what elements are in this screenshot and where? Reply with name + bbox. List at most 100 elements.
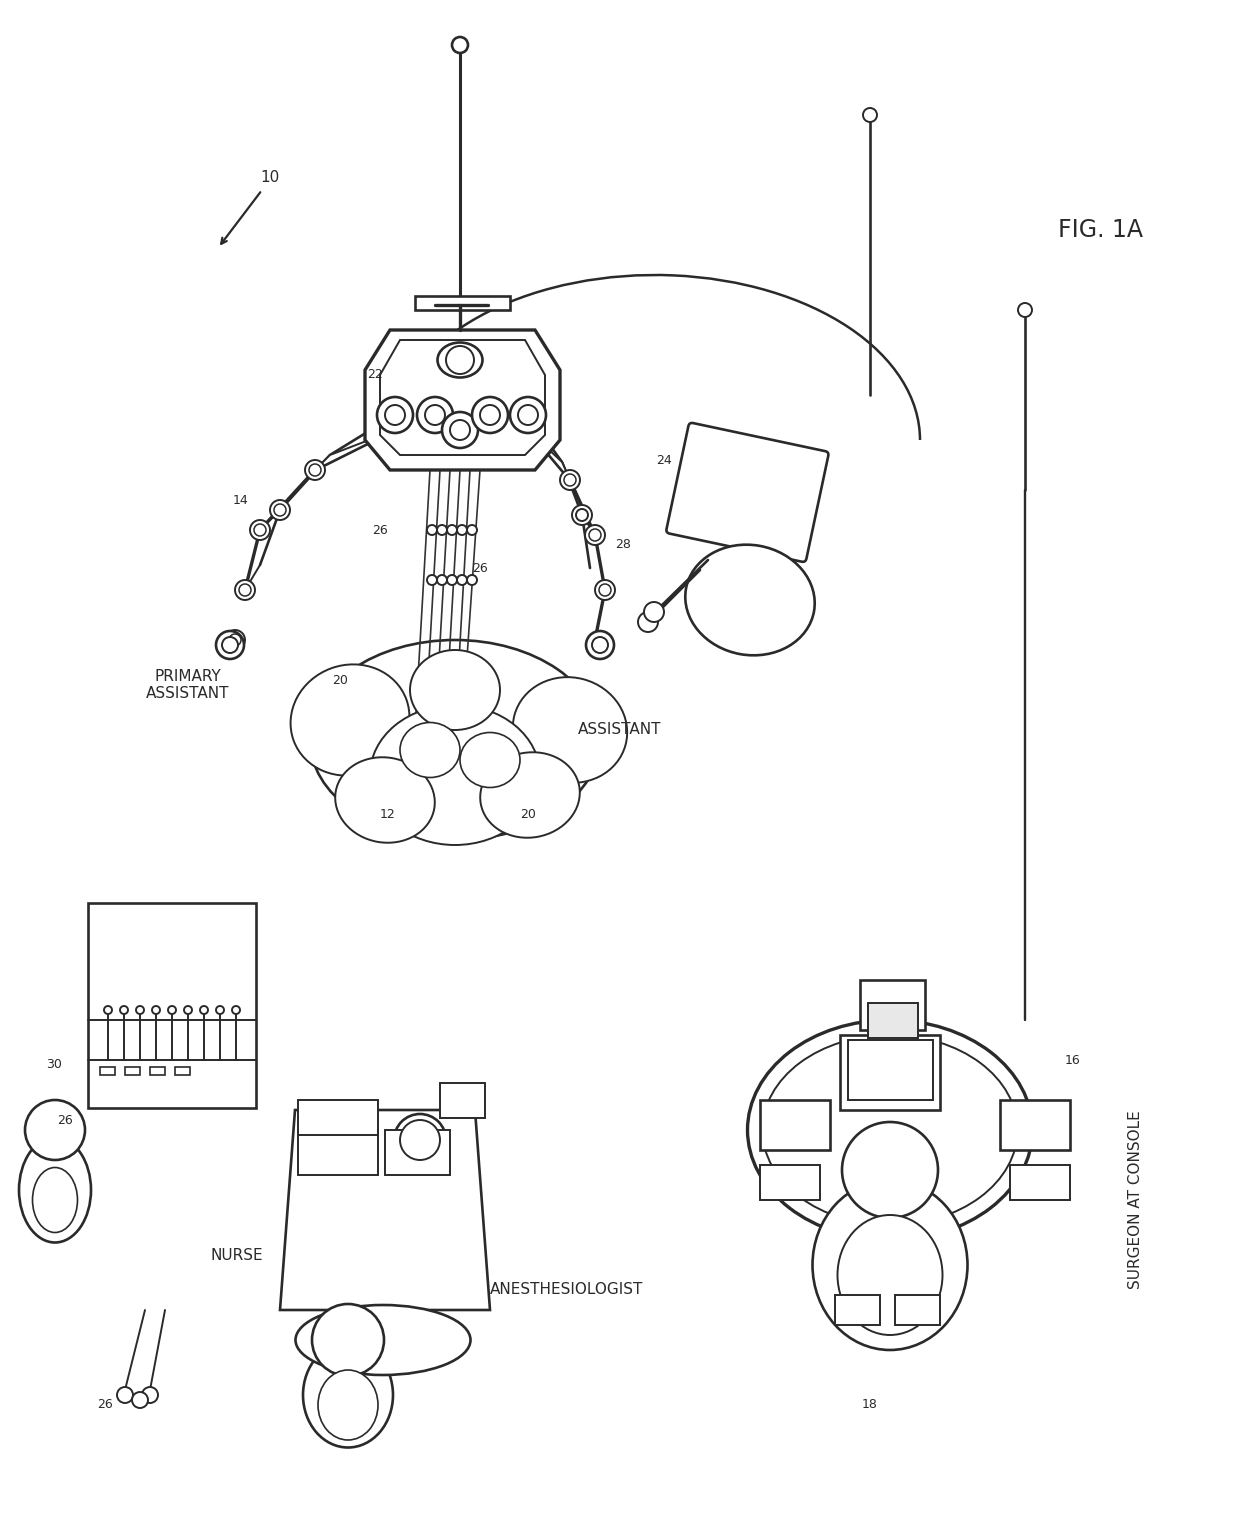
Bar <box>440 1083 485 1118</box>
Circle shape <box>394 1113 446 1167</box>
Ellipse shape <box>370 706 539 846</box>
Bar <box>848 1040 932 1100</box>
Circle shape <box>595 580 615 599</box>
Circle shape <box>564 475 577 487</box>
Bar <box>1011 1165 1070 1200</box>
Ellipse shape <box>290 665 409 776</box>
Text: FIG. 1A: FIG. 1A <box>1058 218 1142 242</box>
Text: 26: 26 <box>57 1113 73 1127</box>
Circle shape <box>472 397 508 433</box>
Ellipse shape <box>303 1343 393 1448</box>
Bar <box>861 980 925 1030</box>
Circle shape <box>467 575 477 586</box>
Circle shape <box>427 525 436 535</box>
Bar <box>760 1165 820 1200</box>
Text: 26: 26 <box>372 523 388 537</box>
Text: 22: 22 <box>367 368 383 382</box>
Circle shape <box>305 459 325 481</box>
Circle shape <box>167 1005 176 1015</box>
Text: 24: 24 <box>656 453 672 467</box>
Circle shape <box>232 1005 241 1015</box>
Text: 30: 30 <box>46 1059 62 1071</box>
Circle shape <box>589 529 601 541</box>
Ellipse shape <box>837 1215 942 1335</box>
Text: 16: 16 <box>1065 1054 1081 1066</box>
Circle shape <box>136 1005 144 1015</box>
Bar <box>125 1068 140 1075</box>
Bar <box>868 1002 918 1037</box>
Ellipse shape <box>460 733 520 788</box>
Polygon shape <box>365 330 560 470</box>
Circle shape <box>377 397 413 433</box>
Text: PRIMARY
ASSISTANT: PRIMARY ASSISTANT <box>146 669 229 701</box>
Ellipse shape <box>812 1180 967 1351</box>
Circle shape <box>384 405 405 424</box>
Circle shape <box>436 525 446 535</box>
Ellipse shape <box>480 753 580 838</box>
Circle shape <box>644 602 663 622</box>
Bar <box>839 1034 940 1110</box>
Bar <box>895 1294 940 1325</box>
Text: 20: 20 <box>520 809 536 821</box>
Circle shape <box>117 1387 133 1402</box>
Circle shape <box>216 631 244 659</box>
Ellipse shape <box>410 649 500 730</box>
Ellipse shape <box>438 342 482 377</box>
Ellipse shape <box>19 1138 91 1243</box>
Text: 28: 28 <box>615 538 631 552</box>
Circle shape <box>577 510 588 522</box>
Bar <box>150 1068 165 1075</box>
Bar <box>999 1100 1070 1150</box>
Circle shape <box>131 1392 148 1408</box>
Circle shape <box>446 575 458 586</box>
Ellipse shape <box>748 1021 1033 1240</box>
Bar <box>88 903 255 1107</box>
Ellipse shape <box>686 545 815 656</box>
Circle shape <box>120 1005 128 1015</box>
Ellipse shape <box>335 757 435 843</box>
Ellipse shape <box>310 640 600 840</box>
Circle shape <box>143 1387 157 1402</box>
Bar <box>100 1068 115 1075</box>
Text: NURSE: NURSE <box>210 1247 263 1262</box>
Circle shape <box>572 505 591 525</box>
Circle shape <box>309 464 321 476</box>
Circle shape <box>224 630 246 649</box>
Text: ASSISTANT: ASSISTANT <box>578 722 662 738</box>
Bar <box>298 1100 378 1135</box>
Circle shape <box>458 525 467 535</box>
Circle shape <box>450 420 470 440</box>
Circle shape <box>599 584 611 596</box>
Circle shape <box>417 397 453 433</box>
Bar <box>415 297 510 310</box>
Circle shape <box>427 575 436 586</box>
Bar <box>384 1130 450 1176</box>
Circle shape <box>425 405 445 424</box>
Bar <box>175 1068 190 1075</box>
Circle shape <box>585 525 605 545</box>
Ellipse shape <box>401 722 460 777</box>
Polygon shape <box>379 341 546 455</box>
Polygon shape <box>315 430 396 470</box>
Text: 10: 10 <box>260 170 280 186</box>
Circle shape <box>312 1303 384 1377</box>
Circle shape <box>229 634 241 646</box>
Circle shape <box>401 1119 440 1161</box>
Circle shape <box>560 470 580 490</box>
FancyBboxPatch shape <box>666 423 828 561</box>
Circle shape <box>184 1005 192 1015</box>
Text: 20: 20 <box>332 674 348 686</box>
Ellipse shape <box>295 1305 470 1375</box>
Circle shape <box>446 525 458 535</box>
Circle shape <box>591 637 608 653</box>
Circle shape <box>236 580 255 599</box>
Text: 26: 26 <box>472 561 487 575</box>
Circle shape <box>25 1100 86 1161</box>
Circle shape <box>254 525 267 535</box>
Circle shape <box>587 631 614 659</box>
Circle shape <box>239 584 250 596</box>
Ellipse shape <box>763 1034 1018 1224</box>
Polygon shape <box>280 1110 490 1310</box>
Ellipse shape <box>317 1370 378 1440</box>
Polygon shape <box>528 430 570 481</box>
